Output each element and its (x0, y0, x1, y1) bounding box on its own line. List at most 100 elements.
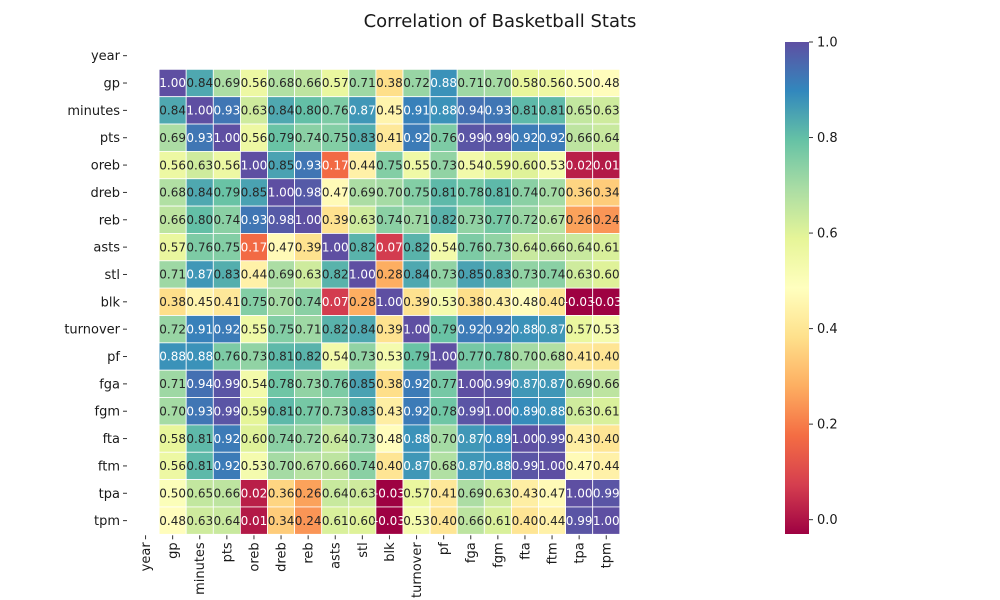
cell-value-label: 0.73 (430, 158, 457, 172)
cell-value-label: 0.64 (593, 131, 620, 145)
row-label-ftm: ftm (98, 459, 120, 474)
heatmap-cell-fta-turnover (402, 424, 431, 453)
cell-value-label: 1.00 (539, 459, 566, 473)
cell-value-label: 0.67 (295, 459, 322, 473)
colorbar-tick-label: 0.0 (817, 513, 838, 528)
cell-value-label: 0.48 (512, 295, 539, 309)
heatmap-cell-fga-dreb (267, 369, 296, 398)
heatmap-cell-pts-fga (456, 123, 485, 152)
cell-value-label: 0.70 (539, 186, 566, 200)
cell-value-label: 0.54 (322, 350, 349, 364)
heatmap-cell-dreb-blk (375, 178, 404, 207)
heatmap-cell-dreb-tpm (592, 178, 621, 207)
cell-value-label: 0.57 (159, 240, 186, 254)
cell-value-label: 0.88 (186, 350, 213, 364)
cell-value-label: 0.74 (376, 213, 403, 227)
column-label-year: year (139, 542, 154, 572)
cell-value-label: 0.87 (186, 268, 213, 282)
cell-value-label: 0.34 (268, 514, 295, 528)
cell-value-label: 0.93 (484, 104, 511, 118)
cell-value-label: 0.36 (268, 486, 295, 500)
row-label-fta: fta (103, 432, 120, 447)
cell-value-label: 0.74 (295, 131, 322, 145)
cell-value-label: 0.57 (566, 322, 593, 336)
heatmap-cell-reb-pts (212, 205, 241, 234)
cell-value-label: 0.71 (159, 268, 186, 282)
cell-value-label: 0.76 (457, 240, 484, 254)
cell-value-label: 0.69 (457, 486, 484, 500)
row-label-blk: blk (101, 295, 121, 310)
heatmap-cell-asts-tpm (592, 233, 621, 262)
cell-value-label: 0.79 (403, 350, 430, 364)
column-label-stl: stl (356, 542, 371, 557)
cell-value-label: 0.88 (403, 432, 430, 446)
cell-value-label: 0.93 (213, 104, 240, 118)
cell-value-label: 0.07 (322, 295, 349, 309)
cell-value-label: 0.74 (268, 432, 295, 446)
colorbar: 0.0 0.2 0.4 0.6 0.8 1.0 (785, 36, 838, 534)
cell-value-label: 0.99 (484, 377, 511, 391)
heatmap-cell-fta-ftm (538, 424, 567, 453)
heatmap-cell-dreb-asts (321, 178, 350, 207)
cell-value-label: 0.73 (430, 268, 457, 282)
heatmap-cell-turnover-oreb (239, 315, 268, 344)
heatmap-cell-tpm-fta (510, 506, 539, 535)
cell-value-label: 0.64 (322, 432, 349, 446)
cell-value-label: -0.03 (591, 295, 622, 309)
cell-value-label: 0.85 (241, 186, 268, 200)
cell-value-label: 0.43 (512, 486, 539, 500)
column-label-dreb: dreb (275, 542, 290, 572)
heatmap-cell-pts-ftm (538, 123, 567, 152)
cell-value-label: 0.75 (213, 240, 240, 254)
cell-value-label: 0.48 (159, 514, 186, 528)
heatmap-cell-turnover-ftm (538, 315, 567, 344)
cell-value-label: 0.82 (349, 240, 376, 254)
row-label-reb: reb (99, 213, 120, 228)
cell-value-label: 0.43 (566, 432, 593, 446)
cell-value-label: 0.17 (322, 158, 349, 172)
cell-value-label: 0.75 (322, 131, 349, 145)
cell-value-label: 0.74 (295, 295, 322, 309)
cell-value-label: 0.26 (295, 486, 322, 500)
heatmap-cell-oreb-oreb (239, 150, 268, 180)
cell-value-label: 0.48 (376, 432, 403, 446)
heatmap-cell-gp-gp (158, 68, 187, 98)
cell-value-label: 0.60 (349, 514, 376, 528)
cell-value-label: 0.93 (295, 158, 322, 172)
cell-value-label: 0.40 (430, 514, 457, 528)
cell-value-label: 0.79 (430, 322, 457, 336)
column-label-fgm: fgm (491, 542, 506, 568)
heatmap-cell-gp-tpa (565, 68, 594, 98)
heatmap-cell-turnover-blk (375, 315, 404, 344)
heatmap-cell-stl-stl (348, 260, 377, 289)
heatmap-cell-fga-gp (158, 369, 187, 398)
cell-value-label: 0.63 (186, 514, 213, 528)
cell-value-label: 0.81 (539, 104, 566, 118)
heatmap-cell-fgm-tpm (592, 397, 621, 426)
cell-value-label: 0.87 (539, 322, 566, 336)
cell-value-label: 0.63 (186, 158, 213, 172)
cell-value-label: 0.71 (349, 76, 376, 90)
cell-value-label: 0.55 (403, 158, 430, 172)
cell-value-label: 0.36 (566, 186, 593, 200)
heatmap-cell-tpa-fga (456, 479, 485, 508)
cell-value-label: 0.44 (349, 158, 376, 172)
cell-value-label: 0.56 (539, 76, 566, 90)
heatmap-cell-oreb-ftm (538, 150, 567, 180)
heatmap-cell-turnover-gp (158, 315, 187, 344)
heatmap-cell-tpm-tpa (565, 506, 594, 535)
heatmap-cell-turnover-fta (510, 315, 539, 344)
heatmap-cell-reb-tpm (592, 205, 621, 234)
cell-value-label: 0.70 (512, 350, 539, 364)
cell-value-label: 0.57 (403, 486, 430, 500)
heatmap-cell-oreb-turnover (402, 150, 431, 180)
cell-value-label: 0.88 (430, 104, 457, 118)
cell-value-label: 0.75 (241, 295, 268, 309)
cell-value-label: 0.99 (457, 131, 484, 145)
cell-value-label: 0.79 (268, 131, 295, 145)
heatmap-cell-tpm-fga (456, 506, 485, 535)
column-label-gp: gp (166, 542, 181, 559)
heatmap-cell-reb-fta (510, 205, 539, 234)
row-label-dreb: dreb (90, 186, 120, 201)
cell-value-label: 0.82 (322, 322, 349, 336)
